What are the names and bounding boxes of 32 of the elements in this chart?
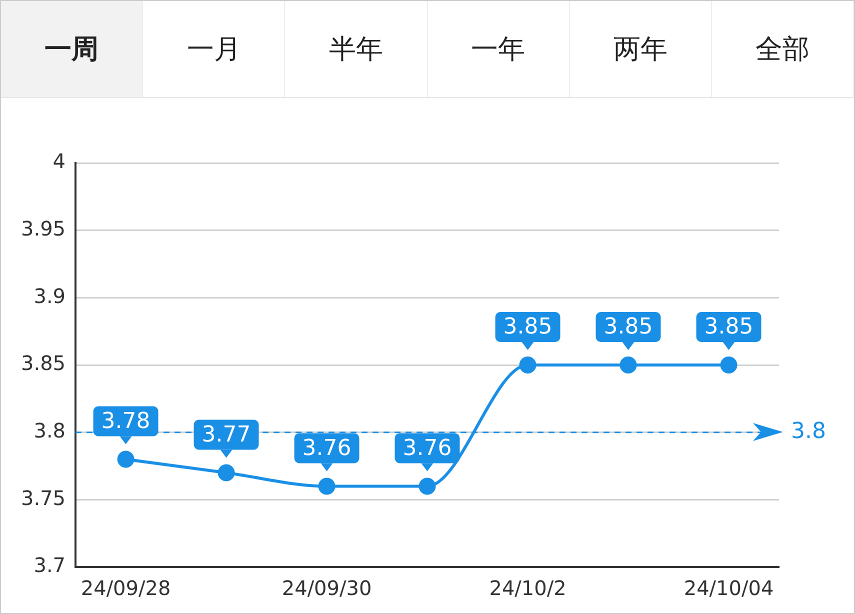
data-label: 3.76 [402, 436, 452, 461]
text: 一年 [428, 1, 570, 97]
text: 半年 [285, 1, 428, 97]
y-tick-label: 3.8 [34, 418, 66, 443]
text: 一周 [1, 1, 144, 97]
point [318, 478, 336, 495]
point [720, 356, 738, 374]
point [418, 478, 436, 495]
y-tick-label: 3.75 [21, 486, 66, 510]
data-label: 3.77 [202, 422, 251, 448]
y-tick-label: 4 [52, 149, 66, 174]
x-tick-label: 24/09/30 [282, 576, 372, 600]
y-tick-label: 3.7 [34, 553, 66, 578]
text: 两年 [570, 1, 712, 97]
y-tick-label: 3.9 [34, 284, 66, 308]
y-tick-label: 3.85 [21, 351, 66, 376]
data-label: 3.85 [604, 314, 653, 340]
x-tick-label: 24/10/2 [489, 576, 566, 600]
data-label: 3.78 [101, 408, 150, 434]
data-label: 3.85 [503, 314, 552, 340]
x-tick-label: 24/10/04 [684, 576, 774, 600]
point [218, 464, 235, 482]
point [117, 450, 134, 468]
text: 一月 [143, 1, 286, 97]
ref-line-label: 3.8 [791, 419, 826, 444]
data-label: 3.85 [704, 314, 754, 340]
y-tick-label: 3.95 [21, 216, 66, 241]
point [620, 356, 637, 374]
text: 全部 [712, 1, 854, 97]
x-tick-label: 24/09/28 [80, 576, 171, 600]
data-label: 3.76 [302, 436, 352, 461]
point [519, 356, 536, 374]
